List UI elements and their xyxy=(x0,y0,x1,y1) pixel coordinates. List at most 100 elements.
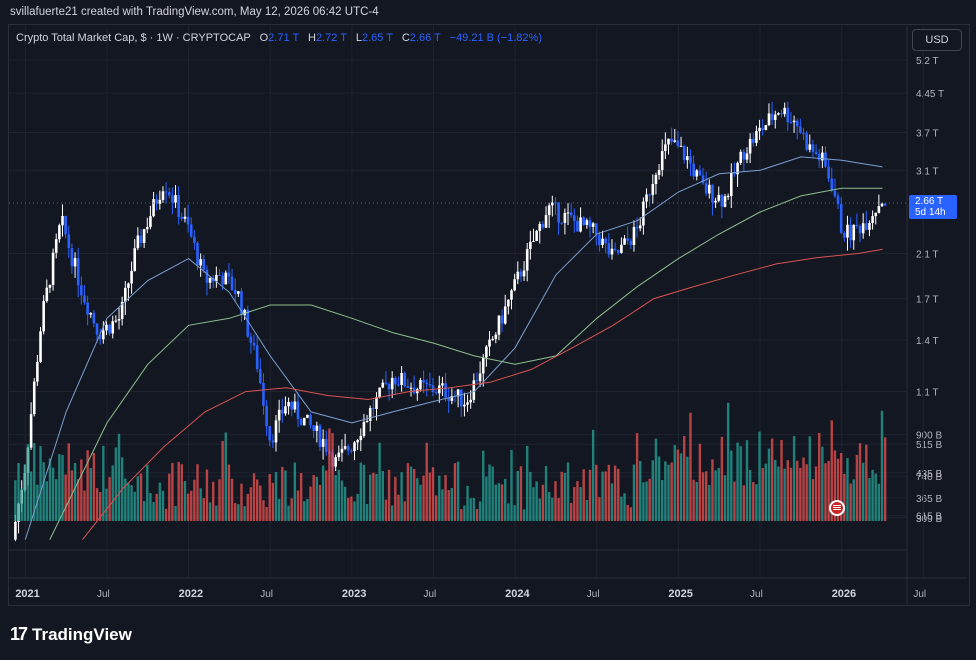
candle-body xyxy=(419,380,422,390)
volume-bar xyxy=(375,474,378,521)
candle-body xyxy=(805,133,808,150)
volume-bar xyxy=(419,484,422,521)
y-tick-label: 2.1 T xyxy=(916,249,939,260)
candle-body xyxy=(124,287,127,302)
volume-bar xyxy=(246,493,249,521)
tradingview-logo[interactable]: 17 TradingView xyxy=(10,624,132,645)
candle-body xyxy=(469,399,472,403)
close-label: C xyxy=(401,32,410,44)
y-tick-label: 1.1 T xyxy=(916,388,939,399)
candle-body xyxy=(83,295,86,303)
candle-body xyxy=(356,440,359,443)
volume-bar xyxy=(544,465,548,521)
x-tick-label: Jul xyxy=(424,589,437,600)
volume-bar xyxy=(384,499,388,521)
volume-bar xyxy=(752,482,755,521)
volume-bar xyxy=(858,443,862,521)
y-tick-label: 5.2 T xyxy=(916,56,939,67)
volume-bar xyxy=(67,443,70,521)
symbol-title[interactable]: Crypto Total Market Cap, $ · 1W · CRYPTO… xyxy=(16,32,251,44)
volume-bar xyxy=(482,450,485,521)
currency-button[interactable]: USD xyxy=(912,29,962,51)
candle-body xyxy=(249,336,253,343)
candle-body xyxy=(255,345,259,370)
candle-body xyxy=(588,220,592,227)
volume-bar xyxy=(378,442,381,521)
us-flag-icon[interactable] xyxy=(829,500,845,516)
candle-body xyxy=(519,271,523,277)
candle-body xyxy=(729,172,733,196)
volume-bar xyxy=(833,450,837,521)
volume-bar xyxy=(883,437,887,521)
volume-bar xyxy=(818,432,821,521)
candle-body xyxy=(98,334,102,340)
volume-bar xyxy=(469,498,472,521)
candle-body xyxy=(601,238,604,245)
candle-body xyxy=(268,426,272,441)
candle-body xyxy=(704,183,708,194)
candle-body xyxy=(434,391,438,394)
volume-bar xyxy=(174,505,177,521)
moving-average-line xyxy=(24,156,883,540)
volume-bar xyxy=(510,449,513,521)
candle-body xyxy=(48,284,52,288)
volume-bar xyxy=(136,476,140,521)
volume-bar xyxy=(620,496,623,521)
volume-bar xyxy=(733,481,736,521)
volume-bar xyxy=(648,478,651,521)
volume-bar xyxy=(551,497,554,521)
x-tick-label: 2023 xyxy=(342,588,366,600)
candle-body xyxy=(529,241,532,250)
candle-body xyxy=(211,277,215,282)
candle-body xyxy=(629,240,633,245)
candle-body xyxy=(422,380,425,383)
volume-bar xyxy=(456,461,460,521)
volume-bar xyxy=(774,459,777,521)
volume-bar xyxy=(369,474,372,521)
candle-body xyxy=(799,126,802,133)
candle-body xyxy=(792,120,796,123)
volume-bar xyxy=(802,457,805,521)
volume-bar xyxy=(48,458,52,521)
candle-body xyxy=(742,151,746,160)
y-tick-label: 740 B xyxy=(916,472,942,483)
candle-body xyxy=(755,131,758,143)
candle-body xyxy=(560,222,564,224)
volume-bar xyxy=(635,433,639,521)
candle-body xyxy=(770,113,774,120)
candle-body xyxy=(692,163,695,177)
x-tick-label: 2021 xyxy=(15,588,39,600)
volume-bar xyxy=(340,480,344,521)
candle-body xyxy=(522,270,526,277)
volume-bar xyxy=(808,436,811,521)
volume-bar xyxy=(51,467,55,521)
volume-bar xyxy=(591,429,595,521)
candle-body xyxy=(240,291,243,316)
volume-bar xyxy=(789,467,793,521)
candle-body xyxy=(660,150,664,171)
volume-bar xyxy=(868,478,871,521)
volume-bar xyxy=(227,464,231,521)
high-label: H xyxy=(308,32,316,44)
y-tick-label: 309 B xyxy=(916,514,942,525)
candle-body xyxy=(32,381,36,415)
volume-bar xyxy=(177,462,180,521)
candle-body xyxy=(359,435,363,441)
candle-body xyxy=(538,223,542,231)
volume-bar xyxy=(337,469,341,521)
candle-body xyxy=(450,396,454,401)
candle-body xyxy=(29,414,33,448)
candle-body xyxy=(868,223,871,230)
volume-bar xyxy=(252,473,256,521)
candle-body xyxy=(642,201,645,226)
volume-bar xyxy=(155,493,158,521)
volume-bar xyxy=(152,502,155,521)
candle-body xyxy=(777,113,780,115)
volume-bar xyxy=(111,465,114,521)
candle-body xyxy=(745,153,749,160)
volume-bar xyxy=(830,420,833,521)
candle-body xyxy=(880,203,884,207)
volume-bar xyxy=(642,482,645,521)
volume-bar xyxy=(325,470,328,521)
